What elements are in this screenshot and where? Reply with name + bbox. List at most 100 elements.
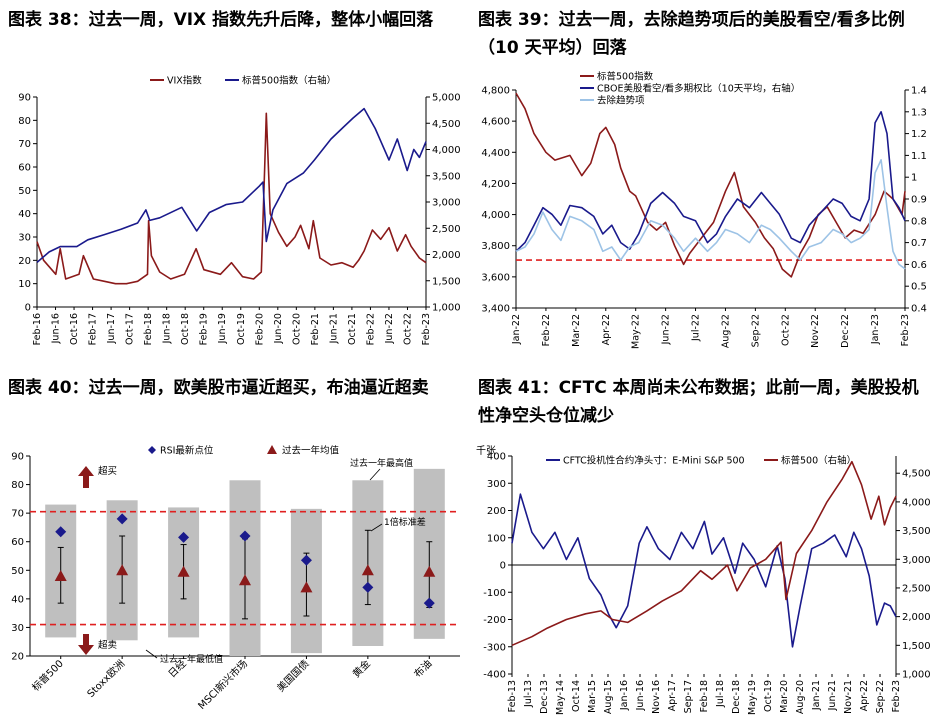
right-tick-label: 3,000	[432, 198, 461, 209]
rsi-marker	[239, 530, 251, 542]
left-axis-unit: 千张	[476, 445, 496, 457]
right-tick-label: 1,500	[432, 276, 461, 287]
left-tick-label: 90	[18, 93, 31, 104]
left-tick-label: 0	[500, 561, 506, 572]
category-label: Stoxx欧洲	[85, 658, 127, 700]
x-tick-label: Jun-21	[827, 680, 838, 711]
left-tick-label: 4,400	[481, 148, 510, 159]
panel-rsi: 图表 40：过去一周，欧美股市逼近超买，布油逼近超卖 20 30 40 50 60 70 8…	[0, 368, 466, 726]
x-tick-label: May-19	[747, 680, 758, 715]
left-tick-label: 70	[11, 509, 24, 520]
x-tick-label: Apr-22	[601, 314, 612, 345]
right-tick-label: 4,000	[432, 145, 461, 156]
x-tick-label: Sep-17	[683, 680, 694, 713]
x-tick-label: Sep-22	[875, 680, 886, 713]
year-avg-marker	[177, 565, 190, 577]
x-tick-label: Jun-20	[273, 313, 284, 344]
vix-chart: 0 10 20 30 40 50 60 70 80 90 1,000 1,500 2,000 2,500 3…	[18, 75, 461, 346]
x-tick-label: Jun-22	[384, 313, 395, 344]
left-tick-label: 4,800	[481, 86, 510, 97]
rsi-marker	[300, 554, 312, 566]
chart-title: 图表 39：过去一周，去除趋势项后的美股看空/看多比例	[478, 10, 905, 30]
right-tick-label: 1.4	[911, 86, 927, 97]
x-tick-label: Jun-16	[51, 313, 62, 344]
chart-title-line2: 性净空头仓位减少	[478, 406, 614, 426]
year-high-label: 过去一年最高值	[350, 457, 413, 469]
category-label: 布油	[411, 657, 434, 680]
rsi-marker	[362, 581, 374, 593]
putcall-chart: 3,400 3,600 3,800 4,000 4,200 4,400 4,600 4,800…	[481, 71, 927, 350]
x-tick-label: Jun-22	[661, 314, 672, 345]
right-tick-label: 0.6	[911, 260, 927, 271]
year-low-label: 过去一年最低值	[160, 653, 223, 665]
series-line-0	[511, 493, 897, 648]
rsi-marker	[178, 531, 190, 543]
right-tick-label: 0.5	[911, 282, 927, 293]
right-tick-label: 3,000	[902, 555, 931, 566]
x-tick-label: Oct-18	[180, 313, 191, 345]
x-tick-label: Oct-14	[571, 680, 582, 712]
year-avg-marker	[116, 564, 129, 576]
x-tick-label: Nov-22	[810, 314, 821, 348]
year-avg-marker	[300, 581, 313, 593]
year-avg-marker	[361, 564, 374, 576]
right-tick-label: 1,000	[902, 670, 931, 681]
annotation-leader	[145, 649, 158, 659]
legend-entry: CBOE美股看空/看多期权比（10天平均，右轴）	[597, 83, 800, 95]
legend-entry: CFTC投机性合约净头寸：E-Mini S&P 500	[563, 455, 745, 467]
x-tick-label: Nov-16	[651, 680, 662, 714]
left-tick-label: 100	[487, 533, 506, 544]
right-tick-label: 2,500	[902, 583, 931, 594]
legend-swatch	[267, 445, 277, 454]
x-tick-label: Jun-16	[635, 680, 646, 711]
left-tick-label: 30	[11, 623, 24, 634]
annotation-leader	[370, 523, 383, 532]
x-tick-label: Jun-21	[328, 313, 339, 344]
x-tick-label: Aug-22	[720, 314, 731, 348]
category-label: 标普500	[29, 657, 66, 694]
series-line-1	[515, 110, 906, 252]
x-tick-label: Jun-17	[106, 313, 117, 344]
x-tick-label: Feb-22	[541, 314, 552, 346]
left-tick-label: 4,600	[481, 117, 510, 128]
x-tick-label: Feb-21	[310, 313, 321, 345]
x-tick-label: Oct-22	[402, 313, 413, 345]
x-tick-label: Feb-19	[199, 313, 210, 345]
panel-vix: 图表 38：过去一周，VIX 指数先升后降，整体小幅回落 0 10 20 30 40 50…	[0, 0, 466, 350]
right-tick-label: 4,500	[902, 469, 931, 480]
x-tick-label: Jun-19	[217, 313, 228, 344]
x-tick-label: Feb-16	[32, 313, 43, 345]
right-tick-label: 1.1	[911, 151, 927, 162]
left-tick-label: 80	[11, 480, 24, 491]
left-tick-label: 50	[18, 186, 31, 197]
left-tick-label: 3,800	[481, 241, 510, 252]
legend-entry: 标普500指数	[597, 71, 654, 83]
right-tick-label: 0.9	[911, 195, 927, 206]
x-tick-label: Mar-22	[571, 314, 582, 347]
overbought-label: 超买	[98, 465, 117, 477]
legend-swatch	[148, 446, 156, 454]
category-label: 美国国债	[274, 657, 311, 694]
right-tick-label: 4,500	[432, 119, 461, 130]
x-tick-label: Oct-21	[347, 313, 358, 345]
x-tick-label: Oct-16	[69, 313, 80, 345]
x-tick-label: Jul-22	[691, 314, 702, 342]
x-tick-label: Feb-13	[507, 680, 518, 712]
legend-entry: 去除趋势项	[597, 95, 645, 107]
left-tick-label: -100	[483, 588, 506, 599]
right-tick-label: 2,000	[902, 612, 931, 623]
right-tick-label: 0.8	[911, 216, 927, 227]
right-tick-label: 3,500	[902, 526, 931, 537]
left-tick-label: 3,600	[481, 272, 510, 283]
category-label: MSCI新兴市场	[195, 657, 250, 712]
series-line-1	[511, 460, 897, 647]
series-line-1	[36, 107, 427, 264]
legend-entry: 过去一年均值	[282, 445, 340, 457]
year-avg-marker	[423, 565, 436, 577]
x-tick-label: Feb-22	[365, 313, 376, 345]
x-tick-label: Oct-17	[125, 313, 136, 345]
panel-putcall: 图表 39：过去一周，去除趋势项后的美股看空/看多比例 （10 天平均）回落 3…	[470, 0, 942, 350]
chart-title-line2: （10 天平均）回落	[478, 38, 627, 58]
series-line-2	[515, 159, 906, 270]
x-tick-label: Feb-17	[88, 313, 99, 345]
